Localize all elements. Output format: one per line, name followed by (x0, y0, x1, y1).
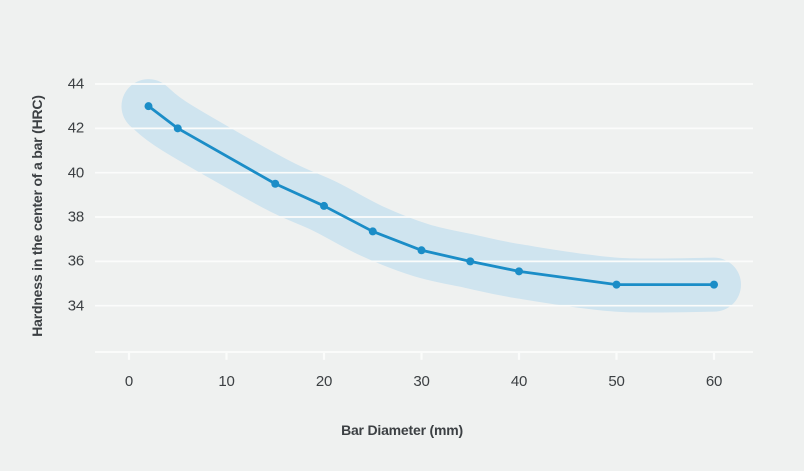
x-tick-label: 20 (315, 373, 333, 390)
data-point-marker (466, 257, 475, 266)
x-tick-label: 30 (413, 373, 430, 390)
data-point-marker (710, 280, 718, 289)
data-point-marker (417, 246, 426, 255)
hardness-line (147, 105, 714, 287)
data-point-marker (271, 179, 280, 188)
y-tick-label: 38 (67, 208, 84, 226)
data-point-marker (144, 102, 153, 111)
y-tick-label: 44 (67, 75, 84, 93)
x-axis-title: Bar Diameter (mm) (341, 422, 463, 438)
data-point-marker (368, 227, 377, 236)
tolerance-band (121, 79, 741, 313)
y-tick-label: 36 (67, 252, 84, 270)
y-tick-label: 34 (67, 297, 84, 315)
x-tick-label: 60 (705, 373, 723, 390)
data-point-marker (173, 124, 182, 133)
y-tick-label: 42 (67, 119, 84, 137)
y-axis-title: Hardness in the center of a bar (HRC) (29, 95, 45, 337)
y-tick-label: 40 (67, 164, 84, 182)
data-point-marker (320, 201, 328, 210)
x-tick-label: 0 (124, 373, 134, 390)
x-tick-label: 40 (510, 373, 528, 390)
x-tick-label: 10 (218, 373, 235, 390)
data-point-marker (515, 267, 523, 276)
x-tick-label: 50 (608, 373, 625, 390)
data-point-marker (612, 280, 621, 289)
